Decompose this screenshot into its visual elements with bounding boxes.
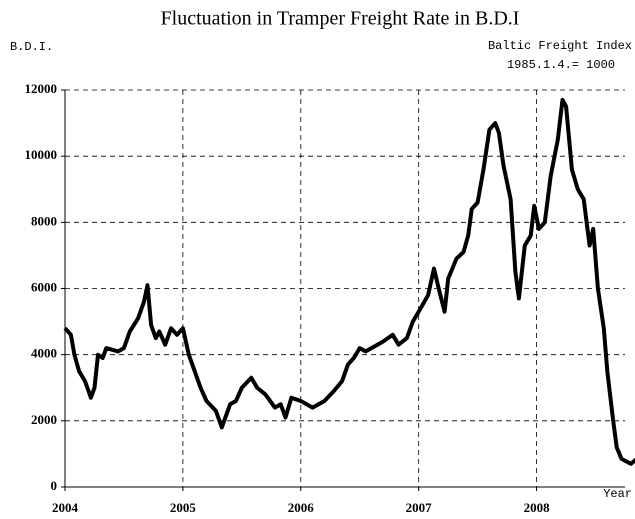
- annotation: 1985.1.4.= 1000: [507, 58, 615, 72]
- y-tick-label: 10000: [25, 147, 58, 162]
- x-axis-label: Year: [603, 487, 632, 501]
- y-tick-label: 8000: [31, 213, 57, 228]
- x-tick-label: 2006: [288, 500, 315, 515]
- y-tick-label: 2000: [31, 412, 57, 427]
- y-tick-label: 4000: [31, 346, 57, 361]
- chart-title: Fluctuation in Tramper Freight Rate in B…: [161, 8, 520, 30]
- y-tick-label: 0: [51, 478, 58, 493]
- data-line: [63, 97, 635, 466]
- y-tick-label: 12000: [25, 81, 58, 96]
- x-tick-label: 2004: [52, 500, 79, 515]
- x-tick-label: 2005: [170, 500, 197, 515]
- y-tick-label: 6000: [31, 279, 57, 294]
- y-axis-label: B.D.I.: [10, 40, 53, 54]
- x-tick-label: 2007: [406, 500, 433, 515]
- annotation: Baltic Freight Index: [488, 39, 632, 53]
- x-tick-label: 2008: [524, 500, 551, 515]
